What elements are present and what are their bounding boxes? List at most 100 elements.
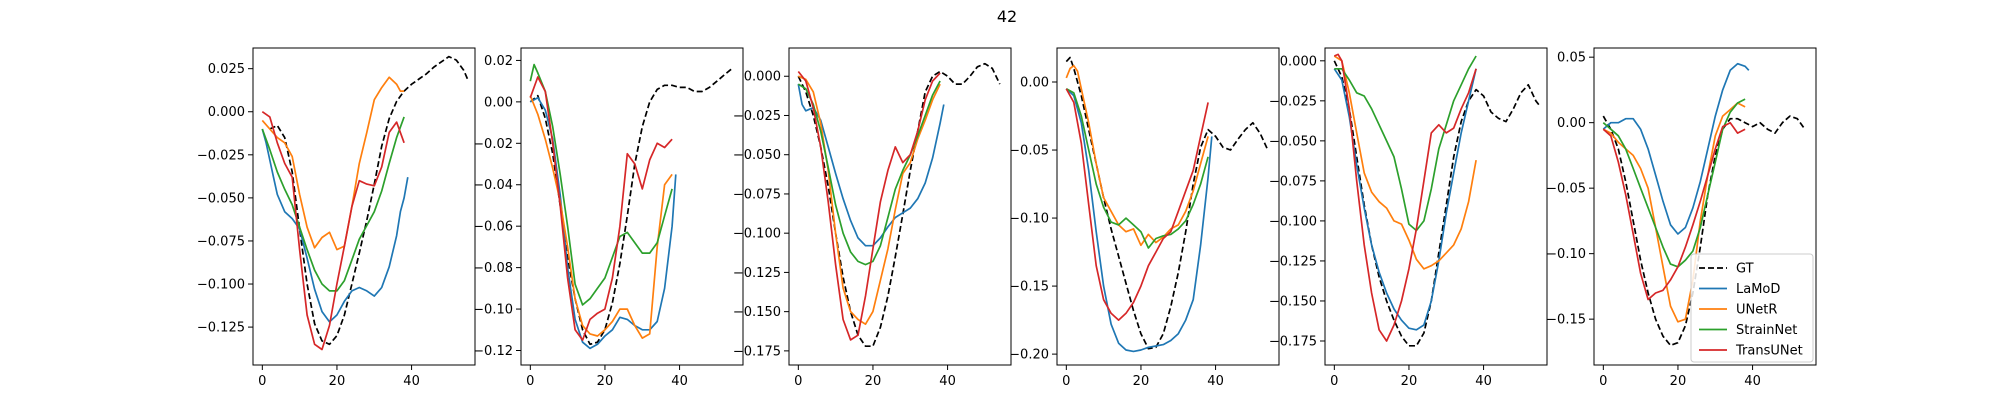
y-tick-label: −0.075 (197, 234, 245, 249)
y-tick-label: −0.15 (1009, 280, 1049, 295)
y-tick-label: 0.000 (1280, 54, 1317, 69)
x-tick-label: 0 (1330, 374, 1338, 389)
y-tick-label: −0.06 (473, 220, 513, 235)
y-tick-label: −0.100 (1269, 214, 1317, 229)
series-line-transunet (1333, 53, 1477, 342)
y-tick-label: −0.125 (1269, 254, 1317, 269)
x-tick-label: 20 (865, 374, 882, 389)
series-line-lamod (261, 128, 409, 323)
legend-label-strainnet: StrainNet (1736, 323, 1797, 338)
series-line-lamod (1333, 68, 1477, 331)
y-tick-label: −0.12 (473, 344, 513, 359)
x-tick-label: 20 (329, 374, 346, 389)
series-group (261, 55, 469, 351)
panel-3: 0 20 40 0.000 −0.025 −0.050 −0.075 −0.100 −0.125… (733, 47, 1012, 389)
y-tick-label: −0.025 (733, 109, 781, 124)
y-tick-label: 0.00 (1557, 116, 1586, 131)
y-tick-label: −0.050 (197, 191, 245, 206)
series-line-lamod (1065, 88, 1213, 353)
series-group (1602, 62, 1806, 347)
x-tick-label: 40 (403, 374, 420, 389)
y-tick-label: −0.075 (733, 187, 781, 202)
legend: GT LaMoD UNetR StrainNet TransUNet (1690, 253, 1814, 363)
y-tick-label: −0.10 (1546, 247, 1586, 262)
y-tick-label: −0.20 (1009, 348, 1049, 363)
x-tick-label: 0 (1599, 374, 1607, 389)
y-tick-label: 0.000 (208, 105, 245, 120)
x-tick-label: 20 (597, 374, 614, 389)
series-line-transunet (529, 76, 673, 341)
x-tick-label: 20 (1401, 374, 1418, 389)
y-tick-label: −0.125 (733, 266, 781, 281)
x-tick-label: 0 (258, 374, 266, 389)
series-line-strainnet (797, 80, 941, 266)
y-tick-label: −0.150 (1269, 294, 1317, 309)
y-tick-label: −0.100 (197, 278, 245, 293)
series-line-lamod (797, 83, 945, 247)
series-line-unetr (529, 95, 673, 339)
series-group (1333, 53, 1541, 347)
x-tick-label: 40 (671, 374, 688, 389)
axes-frame (1593, 47, 1817, 366)
y-tick-label: 0.02 (484, 54, 513, 69)
legend-label-transunet: TransUNet (1735, 344, 1803, 359)
series-line-strainnet (1602, 98, 1746, 268)
panel-1: 0 20 40 0.025 0.000 −0.025 −0.050 −0.075 −0.100 −… (197, 47, 476, 389)
legend-box (1690, 253, 1814, 363)
series-group (529, 63, 733, 350)
x-tick-label: 0 (526, 374, 534, 389)
y-tick-label: −0.05 (1009, 144, 1049, 159)
y-tick-label: −0.025 (1269, 94, 1317, 109)
y-tick-label: 0.05 (1557, 51, 1586, 66)
axes-frame (788, 47, 1012, 366)
panels-group: 0 20 400.0250.000−0.025−0.050−0.075−0.100−… (197, 47, 1817, 389)
series-line-lamod (1602, 62, 1750, 235)
series-line-gt (797, 62, 1001, 348)
y-tick-label: −0.125 (197, 321, 245, 336)
x-tick-label: 40 (1207, 374, 1224, 389)
y-tick-label: −0.100 (733, 227, 781, 242)
axes-frame (1056, 47, 1280, 366)
y-tick-label: −0.175 (733, 344, 781, 359)
y-tick-label: 0.025 (208, 62, 245, 77)
x-tick-label: 20 (1670, 374, 1687, 389)
y-tick-label: −0.10 (1009, 212, 1049, 227)
y-tick-label: −0.050 (1269, 134, 1317, 149)
y-tick-label: −0.10 (473, 303, 513, 318)
panel-2: 0 20 40 0.02 0.00 −0.02 −0.04 −0.06 −0.08 −0.10 −0… (473, 47, 744, 389)
series-group (797, 62, 1001, 348)
legend-label-unetr: UNetR (1736, 303, 1777, 318)
y-tick-label: −0.150 (733, 305, 781, 320)
series-line-unetr (261, 76, 405, 251)
x-tick-label: 0 (1062, 374, 1070, 389)
x-tick-label: 40 (1475, 374, 1492, 389)
y-tick-label: −0.05 (1546, 182, 1586, 197)
x-tick-label: 40 (939, 374, 956, 389)
panel-5: 0 20 40 0.000 −0.025 −0.050 −0.075 −0.100 −0.125… (1269, 47, 1548, 389)
y-tick-label: −0.02 (473, 137, 513, 152)
series-line-unetr (1065, 64, 1209, 247)
y-tick-label: −0.050 (733, 148, 781, 163)
series-line-gt (1602, 115, 1806, 347)
axes-frame (520, 47, 744, 366)
series-line-unetr (797, 75, 941, 326)
x-tick-label: 20 (1133, 374, 1150, 389)
series-line-strainnet (261, 116, 405, 292)
series-line-transunet (797, 70, 941, 341)
y-tick-label: 0.000 (744, 70, 781, 85)
legend-label-gt: GT (1736, 262, 1754, 277)
y-tick-label: 0.00 (484, 95, 513, 110)
x-tick-label: 40 (1744, 374, 1761, 389)
y-tick-label: −0.04 (473, 178, 513, 193)
panel-4: 0 20 40 0.00 −0.05 −0.10 −0.15 −0.20 (1009, 47, 1280, 389)
y-tick-label: −0.175 (1269, 334, 1317, 349)
series-line-transunet (1602, 121, 1746, 301)
legend-label-lamod: LaMoD (1736, 282, 1780, 297)
series-line-gt (269, 55, 469, 346)
panel-6: 0 20 40 0.05 0.00 −0.05 −0.10 −0.15 (1546, 47, 1817, 389)
series-line-strainnet (1065, 88, 1209, 249)
series-line-transunet (261, 111, 405, 351)
y-tick-label: 0.00 (1020, 76, 1049, 91)
